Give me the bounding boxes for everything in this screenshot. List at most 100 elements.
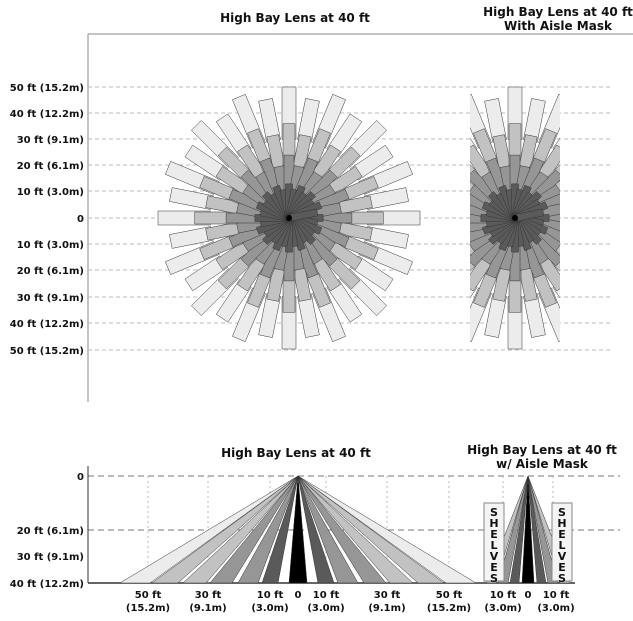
top-view-aisle-mask-pattern: [411, 86, 633, 350]
shelves-letter: H: [489, 517, 498, 530]
shelves-letter: L: [558, 539, 565, 552]
side-x-label-m: (3.0m): [307, 603, 344, 614]
side-y-label: 30 ft (9.1m): [17, 552, 84, 563]
top-y-label: 10 ft (3.0m): [17, 240, 84, 251]
top-y-label: 30 ft (9.1m): [17, 293, 84, 304]
coverage-wedge: [297, 475, 445, 584]
top-view-coverage-pattern: [157, 86, 421, 350]
side-x-label-ft: 10 ft: [257, 590, 284, 601]
side-x-label-m: (15.2m): [126, 603, 170, 614]
side-x-label-ft: 50 ft: [436, 590, 463, 601]
side-x-label-ft: 0: [295, 590, 302, 601]
coverage-wedge: [297, 475, 477, 584]
shelves-letter: E: [490, 561, 498, 574]
coverage-zone: [559, 202, 560, 204]
mask-coverage-wedge: [509, 475, 529, 584]
coverage-zone: [585, 161, 633, 194]
side-y-label: 0: [77, 472, 84, 483]
top-view-title: High Bay Lens at 40 ft: [220, 11, 370, 25]
shelves-letter: E: [558, 528, 566, 541]
coverage-zone: [591, 227, 633, 249]
shelves-right: [551, 502, 573, 582]
side-view-x-labels: 50 ft (15.2m) 30 ft (9.1m) 10 ft (3.0m) 0 10 ft…: [126, 590, 575, 614]
coverage-zone: [411, 145, 454, 180]
side-y-label: 40 ft (12.2m): [10, 579, 84, 590]
shelves-letter: H: [557, 517, 566, 530]
shelves-letter: V: [490, 550, 499, 563]
top-y-label: 0: [77, 214, 84, 225]
top-view-panel: 50 ft (15.2m) 40 ft (12.2m) 30 ft (9.1m) 20…: [10, 5, 633, 402]
side-view-title: High Bay Lens at 40 ft: [221, 446, 371, 460]
side-view-panel: High Bay Lens at 40 ft High Bay Lens at …: [10, 443, 620, 614]
coverage-wedge: [209, 475, 299, 584]
mask-coverage-wedge: [497, 475, 529, 584]
shelves-letter: S: [558, 506, 566, 519]
coverage-wedge: [151, 475, 299, 584]
top-y-label: 40 ft (12.2m): [10, 109, 84, 120]
top-y-label: 40 ft (12.2m): [10, 319, 84, 330]
coverage-wedge: [119, 475, 299, 584]
coverage-wedge: [297, 475, 414, 584]
shelves-letter: E: [490, 528, 498, 541]
coverage-zone: [470, 232, 471, 234]
side-mask-x-label-m: (3.0m): [537, 603, 574, 614]
shelves-letter: S: [490, 506, 498, 519]
side-view-mask-title-line1: High Bay Lens at 40 ft: [467, 443, 617, 457]
coverage-wedge: [297, 475, 359, 584]
side-mask-x-label-ft: 0: [525, 590, 532, 601]
mask-coverage-wedge: [521, 475, 535, 584]
side-x-label-m: (9.1m): [368, 603, 405, 614]
shelves-letter: L: [490, 539, 497, 552]
shelves-left: [483, 502, 505, 582]
side-view-coverage-fan: [119, 475, 477, 584]
side-x-label-ft: 10 ft: [313, 590, 340, 601]
coverage-zone: [591, 188, 633, 210]
shelves-letter: S: [490, 572, 498, 585]
top-y-label: 30 ft (9.1m): [17, 135, 84, 146]
side-y-label: 20 ft (6.1m): [17, 526, 84, 537]
mask-coverage-wedge: [527, 475, 547, 584]
coverage-zone: [577, 256, 620, 291]
side-view-mask-title-line2: w/ Aisle Mask: [496, 457, 589, 471]
sensor-center: [286, 215, 292, 221]
side-x-label-m: (15.2m): [427, 603, 471, 614]
top-y-label: 50 ft (15.2m): [10, 346, 84, 357]
side-x-label-ft: 30 ft: [374, 590, 401, 601]
coverage-wedge: [297, 475, 387, 584]
coverage-zone: [411, 256, 454, 291]
top-y-label: 10 ft (3.0m): [17, 187, 84, 198]
coverage-wedge: [182, 475, 299, 584]
coverage-zone: [417, 269, 464, 316]
mask-coverage-wedge: [527, 475, 559, 584]
side-mask-x-label-ft: 10 ft: [490, 590, 517, 601]
coverage-zone: [417, 120, 464, 167]
shelves-letter: E: [558, 561, 566, 574]
side-x-label-m: (3.0m): [251, 603, 288, 614]
side-x-label-m: (9.1m): [189, 603, 226, 614]
side-view-y-labels: 0 20 ft (6.1m) 30 ft (9.1m) 40 ft (12.2m): [10, 472, 84, 590]
top-view-mask-title-line2: With Aisle Mask: [504, 19, 613, 33]
mask-pattern-shift: [411, 86, 633, 350]
coverage-zone: [470, 232, 475, 244]
coverage-zone: [555, 232, 560, 244]
coverage-wedge: [237, 475, 299, 584]
side-x-label-ft: 50 ft: [135, 590, 162, 601]
side-mask-x-label-m: (3.0m): [484, 603, 521, 614]
coverage-zone: [470, 202, 471, 204]
top-view-y-labels: 50 ft (15.2m) 40 ft (12.2m) 30 ft (9.1m) 20…: [10, 83, 84, 357]
coverage-wedge: [288, 475, 308, 584]
top-view-mask-title-line1: High Bay Lens at 40 ft: [483, 5, 633, 19]
sensor-center: [512, 215, 518, 221]
side-view-aisle-mask-fan: [485, 475, 571, 584]
side-x-label-ft: 30 ft: [195, 590, 222, 601]
coverage-zone: [577, 145, 620, 180]
top-y-label: 20 ft (6.1m): [17, 161, 84, 172]
shelves-letter: S: [558, 572, 566, 585]
top-y-label: 50 ft (15.2m): [10, 83, 84, 94]
coverage-zone: [566, 269, 613, 316]
coverage-wedge: [297, 475, 335, 584]
top-y-label: 20 ft (6.1m): [17, 266, 84, 277]
side-mask-x-label-ft: 10 ft: [543, 590, 570, 601]
coverage-zone: [566, 120, 613, 167]
